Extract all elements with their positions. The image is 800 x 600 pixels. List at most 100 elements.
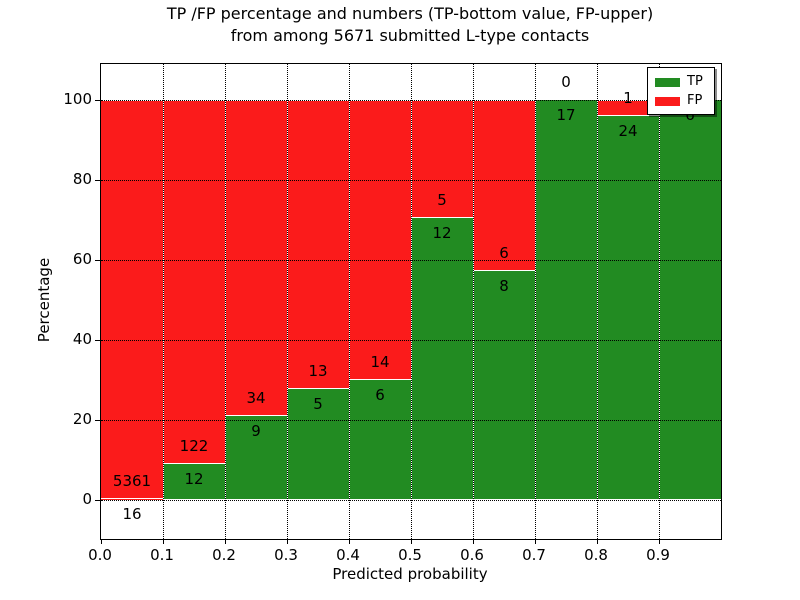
x-tick-label: 0.4 [336,546,360,564]
fp-segment [350,101,411,381]
tp-count-label: 12 [184,470,204,489]
y-tick [95,100,100,101]
fp-count-label: 5361 [112,471,152,490]
x-tick [473,539,474,544]
legend-swatch-tp-icon [655,77,680,87]
tp-count-label: 16 [122,504,142,523]
fp-count-label: 1 [623,89,633,107]
fp-count-label: 34 [246,389,266,408]
tp-segment [536,99,597,499]
x-tick [225,539,226,544]
tp-segment [288,387,349,499]
y-tick-label: 80 [72,170,92,188]
chart-title-line1: TP /FP percentage and numbers (TP-bottom… [166,4,654,23]
x-gridline [597,64,598,539]
y-tick [95,500,100,501]
x-tick-label: 0.1 [150,546,174,564]
x-gridline [225,64,226,539]
bar-group [535,99,597,500]
x-tick-label: 0.9 [646,546,670,564]
x-gridline [163,64,164,539]
x-tick [597,539,598,544]
fp-count-label: 5 [437,190,447,209]
legend-label-tp: TP [687,74,703,89]
y-tick-label: 40 [72,330,92,348]
x-gridline [349,64,350,539]
x-tick-label: 0.5 [398,546,422,564]
x-tick-label: 0.3 [274,546,298,564]
bar-group [225,100,287,500]
y-tick-label: 20 [72,410,92,428]
fp-count-label: 13 [308,361,328,380]
y-tick [95,260,100,261]
tp-segment [164,463,225,499]
bar-group [411,100,473,500]
tp-count-label: 6 [685,106,695,124]
fp-count-label: 0 [561,73,571,91]
x-axis-label: Predicted probability [332,565,488,583]
y-tick-label: 60 [72,250,92,268]
fp-segment [226,101,287,418]
x-tick [659,539,660,544]
tp-count-label: 5 [313,394,323,413]
bar-group [349,100,411,500]
fp-segment [474,101,535,273]
x-gridline [287,64,288,539]
x-gridline [473,64,474,539]
x-gridline [659,64,660,539]
y-tick [95,340,100,341]
tp-segment [660,99,721,499]
tp-segment [474,270,535,499]
legend-swatch-fp-icon [655,96,680,106]
legend: TP FP [647,67,715,115]
fp-segment [412,101,473,219]
x-gridline [535,64,536,539]
fp-segment [288,101,349,390]
bar-group [659,99,721,500]
x-tick-label: 0.6 [460,546,484,564]
x-tick-label: 0.8 [584,546,608,564]
tp-count-label: 8 [499,277,509,296]
fp-segment [101,101,163,500]
tp-segment [226,415,287,499]
x-gridline [411,64,412,539]
chart-title: TP /FP percentage and numbers (TP-bottom… [100,3,720,47]
tp-count-label: 17 [556,106,576,124]
y-tick [95,180,100,181]
fp-count-label: 6 [499,244,509,263]
legend-label-fp: FP [687,93,703,108]
y-tick-label: 100 [63,90,92,108]
chart-title-line2: from among 5671 submitted L-type contact… [230,26,590,45]
tp-segment [350,379,411,499]
x-tick [287,539,288,544]
tp-count-label: 6 [375,386,385,404]
tp-count-label: 12 [432,223,452,242]
x-tick-label: 0.2 [212,546,236,564]
bar-group [163,100,225,500]
x-tick [411,539,412,544]
plot-area: 536116122123491351465126801712406 [95,63,722,544]
x-tick [101,539,102,544]
fp-segment [164,101,225,466]
tp-segment [412,216,473,499]
legend-row-fp: FP [655,93,707,109]
bar-group [287,100,349,500]
fp-count-label: 122 [179,437,209,456]
x-tick-label: 0.7 [522,546,546,564]
tp-count-label: 24 [618,122,638,140]
tp-count-label: 9 [251,422,261,441]
legend-row-tp: TP [655,74,707,90]
bar-group [101,100,163,500]
bar-group [473,100,535,500]
fp-count-label: 14 [370,353,390,371]
tp-segment [598,115,659,499]
y-tick-label: 0 [82,490,92,508]
x-tick-label: 0.0 [88,546,112,564]
tp-segment [101,497,163,499]
x-tick [535,539,536,544]
bar-group [597,100,659,500]
fp-segment [598,101,659,117]
x-tick [349,539,350,544]
y-tick [95,420,100,421]
